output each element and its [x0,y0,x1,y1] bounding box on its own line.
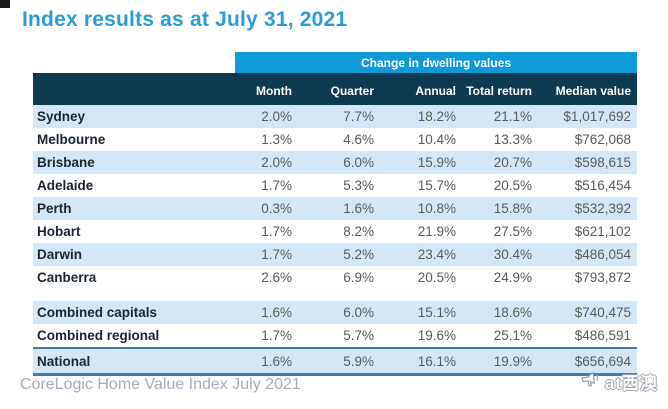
cell-median-value: $656,694 [538,347,637,376]
cell-month: 0.3% [235,197,298,220]
row-label: Sydney [33,105,235,128]
cell-month: 1.7% [235,324,298,348]
row-label: Combined capitals [33,301,235,324]
column-header-row: Month Quarter Annual Total return Median… [33,73,637,105]
cell-total-return: 15.8% [462,197,538,220]
group-header-row: Change in dwelling values [33,52,637,73]
table-row-hobart: Hobart 1.7% 8.2% 21.9% 27.5% $621,102 [33,220,637,243]
cell-annual: 15.7% [380,174,462,197]
watermark: at西澳 [579,369,658,394]
cell-annual: 15.9% [380,151,462,174]
cell-annual: 23.4% [380,243,462,266]
source-attribution: CoreLogic Home Value Index July 2021 [20,376,301,393]
cell-median-value: $740,475 [538,301,637,324]
group-header-spacer [33,52,235,73]
row-label: National [33,347,235,376]
table-row-adelaide: Adelaide 1.7% 5.3% 15.7% 20.5% $516,454 [33,174,637,197]
cell-quarter: 5.7% [298,324,380,348]
cell-annual: 10.4% [380,128,462,151]
column-header-annual: Annual [380,73,462,105]
column-header-empty [33,73,235,105]
cell-annual: 20.5% [380,266,462,289]
cell-month: 1.6% [235,347,298,376]
row-label: Adelaide [33,174,235,197]
row-label: Brisbane [33,151,235,174]
cell-quarter: 5.9% [298,347,380,376]
table-row-brisbane: Brisbane 2.0% 6.0% 15.9% 20.7% $598,615 [33,151,637,174]
cell-median-value: $516,454 [538,174,637,197]
cell-annual: 18.2% [380,105,462,128]
table-row-combined-capitals: Combined capitals 1.6% 6.0% 15.1% 18.6% … [33,301,637,324]
cell-total-return: 20.7% [462,151,538,174]
cell-quarter: 8.2% [298,220,380,243]
cell-quarter: 6.0% [298,151,380,174]
watermark-text: at西澳 [604,374,658,393]
cell-total-return: 20.5% [462,174,538,197]
cell-month: 2.6% [235,266,298,289]
cell-quarter: 6.0% [298,301,380,324]
cell-month: 2.0% [235,151,298,174]
cell-month: 1.7% [235,243,298,266]
cell-annual: 19.6% [380,324,462,348]
cell-total-return: 25.1% [462,324,538,348]
cell-median-value: $486,591 [538,324,637,348]
group-header: Change in dwelling values [235,52,637,73]
table-row-canberra: Canberra 2.6% 6.9% 20.5% 24.9% $793,872 [33,266,637,289]
table-row-sydney: Sydney 2.0% 7.7% 18.2% 21.1% $1,017,692 [33,105,637,128]
cell-median-value: $762,068 [538,128,637,151]
cell-annual: 21.9% [380,220,462,243]
cell-total-return: 27.5% [462,220,538,243]
megaphone-icon [579,369,601,394]
cell-total-return: 21.1% [462,105,538,128]
table-row-national: National 1.6% 5.9% 16.1% 19.9% $656,694 [33,347,637,376]
cell-annual: 15.1% [380,301,462,324]
cell-month: 1.6% [235,301,298,324]
spacer-row [33,289,637,301]
row-label: Combined regional [33,324,235,348]
cell-median-value: $793,872 [538,266,637,289]
cell-total-return: 30.4% [462,243,538,266]
cell-annual: 10.8% [380,197,462,220]
cell-quarter: 4.6% [298,128,380,151]
row-label: Darwin [33,243,235,266]
table-row-combined-regional: Combined regional 1.7% 5.7% 19.6% 25.1% … [33,324,637,348]
column-header-quarter: Quarter [298,73,380,105]
table-row-darwin: Darwin 1.7% 5.2% 23.4% 30.4% $486,054 [33,243,637,266]
table-row-melbourne: Melbourne 1.3% 4.6% 10.4% 13.3% $762,068 [33,128,637,151]
cell-quarter: 5.3% [298,174,380,197]
row-label: Perth [33,197,235,220]
row-label: Hobart [33,220,235,243]
cell-median-value: $532,392 [538,197,637,220]
cell-total-return: 24.9% [462,266,538,289]
cell-month: 2.0% [235,105,298,128]
table-row-perth: Perth 0.3% 1.6% 10.8% 15.8% $532,392 [33,197,637,220]
cell-month: 1.7% [235,220,298,243]
column-header-median-value: Median value [538,73,637,105]
cell-annual: 16.1% [380,347,462,376]
cell-month: 1.3% [235,128,298,151]
cell-quarter: 5.2% [298,243,380,266]
cell-month: 1.7% [235,174,298,197]
column-header-month: Month [235,73,298,105]
cell-median-value: $621,102 [538,220,637,243]
cell-total-return: 18.6% [462,301,538,324]
row-label: Melbourne [33,128,235,151]
cell-median-value: $598,615 [538,151,637,174]
page-title: Index results as at July 31, 2021 [22,8,348,31]
cell-quarter: 1.6% [298,197,380,220]
cell-median-value: $1,017,692 [538,105,637,128]
column-header-total-return: Total return [462,73,538,105]
cell-quarter: 7.7% [298,105,380,128]
cell-total-return: 19.9% [462,347,538,376]
row-label: Canberra [33,266,235,289]
cell-quarter: 6.9% [298,266,380,289]
cell-median-value: $486,054 [538,243,637,266]
index-results-table: Change in dwelling values Month Quarter … [33,52,637,376]
cell-total-return: 13.3% [462,128,538,151]
corner-artifact [0,0,10,8]
spacer-cell [33,289,637,301]
